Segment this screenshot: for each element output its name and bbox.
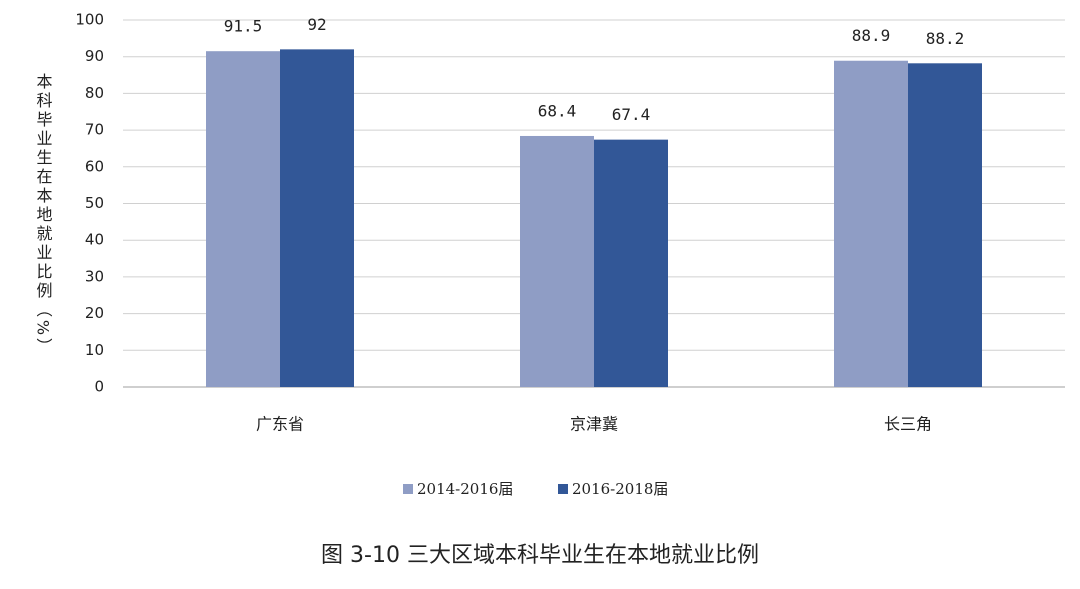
y-axis-title: 本科毕业生在本地就业比例（%）: [34, 73, 53, 357]
value-label: 88.2: [926, 29, 965, 48]
x-tick-label: 长三角: [884, 415, 932, 434]
x-tick-label: 广东省: [256, 415, 304, 434]
y-tick-label: 50: [85, 194, 104, 212]
y-tick-label: 40: [85, 231, 104, 249]
legend-label: 2016-2018届: [572, 480, 668, 498]
y-tick-label: 20: [85, 304, 104, 322]
y-tick-label: 10: [85, 341, 104, 359]
legend-label: 2014-2016届: [417, 480, 513, 498]
legend-swatch: [558, 484, 568, 494]
value-label: 67.4: [612, 105, 651, 124]
y-tick-label: 80: [85, 84, 104, 102]
value-label: 91.5: [224, 17, 263, 36]
bar: [280, 49, 354, 388]
legend-swatch: [403, 484, 413, 494]
value-label: 88.9: [852, 26, 891, 45]
bar: [908, 63, 982, 387]
bar: [594, 139, 668, 387]
y-tick-label: 30: [85, 267, 104, 285]
x-tick-label: 京津冀: [570, 415, 618, 434]
chart-caption: 图 3-10 三大区域本科毕业生在本地就业比例: [321, 543, 759, 568]
bar: [206, 51, 280, 387]
y-tick-label: 60: [85, 157, 104, 175]
bar: [834, 60, 908, 387]
value-label: 92: [307, 15, 326, 34]
y-tick-label: 0: [94, 378, 104, 396]
y-tick-label: 100: [75, 11, 104, 29]
value-label: 68.4: [538, 101, 577, 120]
y-tick-label: 70: [85, 121, 104, 139]
bar: [520, 135, 594, 387]
y-tick-label: 90: [85, 47, 104, 65]
